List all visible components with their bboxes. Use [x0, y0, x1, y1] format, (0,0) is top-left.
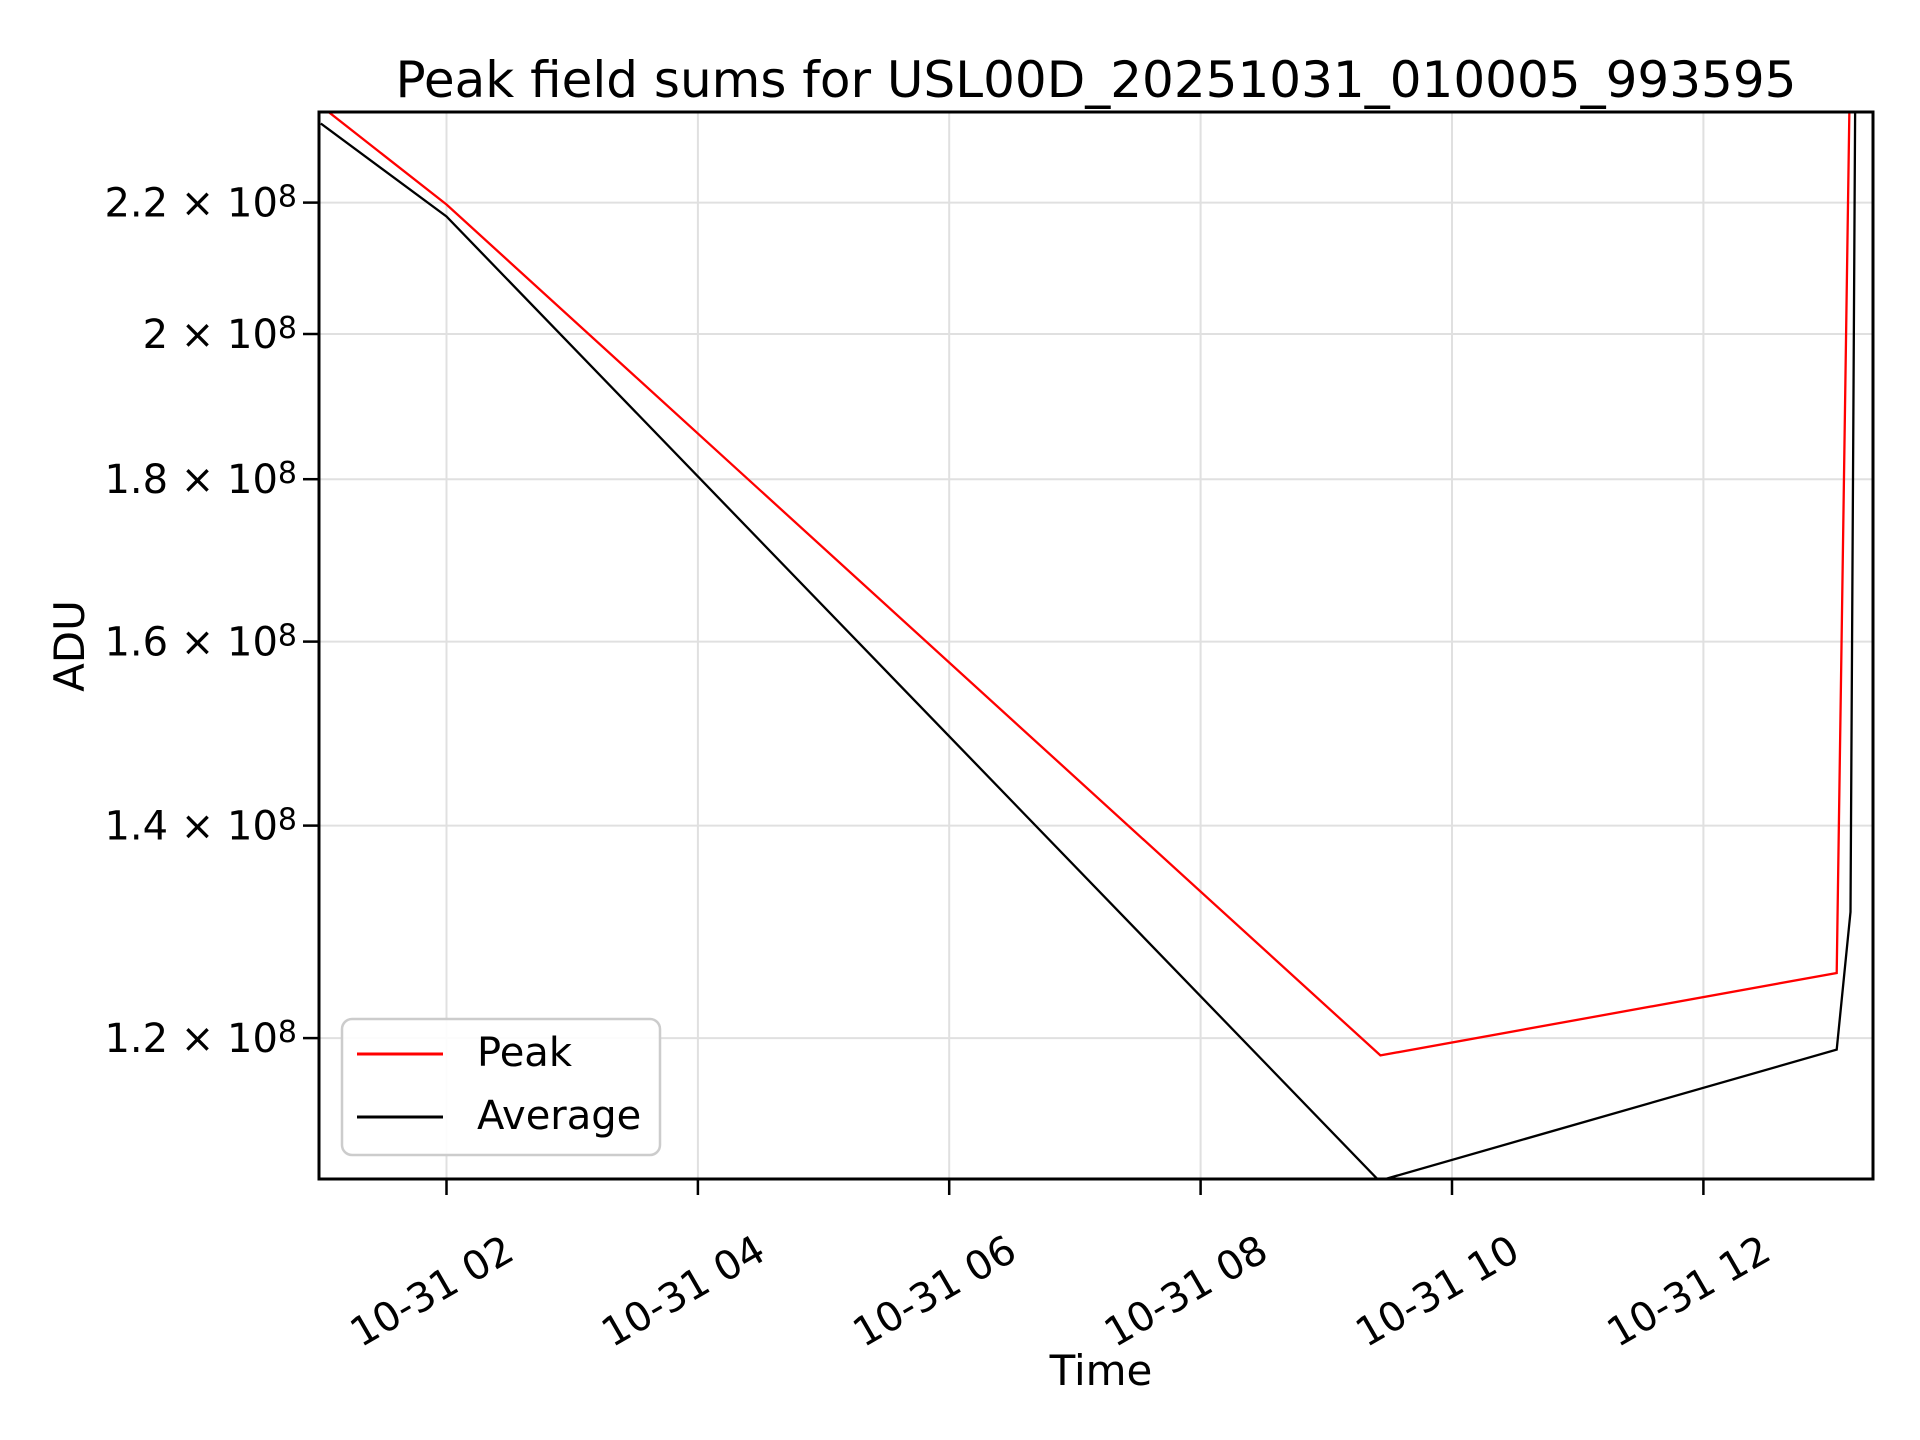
legend: Peak Average — [340, 1017, 662, 1157]
chart-title: Peak field sums for USL00D_20251031_0100… — [396, 51, 1797, 109]
x-axis-label: Time — [1049, 1346, 1153, 1395]
series-line-peak — [326, 112, 1851, 1057]
series-line-average — [320, 112, 1857, 1179]
y-tick-exponent: 8 — [278, 180, 297, 215]
x-tick-label: 10-31 02 — [343, 1227, 522, 1357]
y-axis: 2.2 × 108 2 × 108 1.8 × 108 1.6 × 108 1.4 × … — [104, 180, 318, 1062]
x-axis: 10-31 02 10-31 04 10-31 06 10-31 08 10-31 10… — [343, 1180, 1779, 1357]
data-series — [320, 112, 1857, 1179]
x-tick-label: 10-31 06 — [845, 1227, 1024, 1357]
x-tick-label: 10-31 08 — [1097, 1227, 1276, 1357]
x-tick-label: 10-31 12 — [1600, 1227, 1779, 1357]
y-axis-label: ADU — [45, 600, 94, 692]
y-tick-label: 1.4 × 108 — [104, 803, 297, 850]
y-tick-exponent: 8 — [278, 1015, 297, 1050]
x-tick-label: 10-31 10 — [1348, 1227, 1527, 1357]
y-tick-label: 1.8 × 108 — [104, 456, 297, 503]
plot-border — [317, 110, 1875, 1181]
y-tick-exponent: 8 — [278, 619, 297, 654]
y-tick-exponent: 8 — [278, 803, 297, 838]
legend-label-average: Average — [477, 1093, 641, 1139]
x-tick-label: 10-31 04 — [594, 1227, 773, 1357]
y-tick-label: 1.2 × 108 — [104, 1015, 297, 1062]
legend-label-peak: Peak — [477, 1030, 573, 1076]
y-tick-label: 1.6 × 108 — [104, 619, 297, 666]
y-tick-exponent: 8 — [278, 311, 297, 346]
y-tick-label: 2.2 × 108 — [104, 180, 297, 227]
y-tick-label: 2 × 108 — [143, 311, 297, 358]
y-tick-exponent: 8 — [278, 456, 297, 491]
